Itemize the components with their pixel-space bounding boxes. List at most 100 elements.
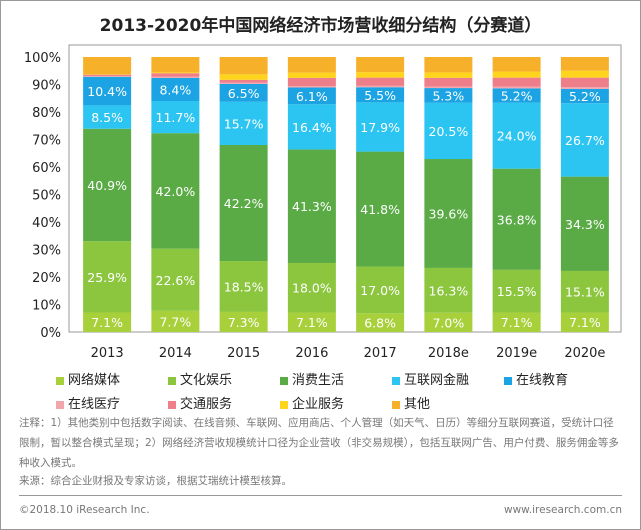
data-label: 25.9% <box>87 270 127 285</box>
notes: 注释：1）其他类别中包括数字阅读、在线音频、车联网、应用商店、个人管理（如天气、… <box>19 417 619 469</box>
bar-segment <box>219 83 268 102</box>
data-label: 20.5% <box>429 124 469 139</box>
data-label: 41.3% <box>292 199 332 214</box>
bar-segment <box>219 101 268 145</box>
bar-segment <box>83 241 132 313</box>
y-tick-label: 40% <box>32 216 61 231</box>
legend-swatch <box>168 376 176 385</box>
bar-segment <box>356 266 405 314</box>
data-label: 7.0% <box>432 315 464 330</box>
source: 来源：综合企业财报及专家访谈，根据艾瑞统计模型核算。 <box>19 475 292 487</box>
legend-label: 互联网金融 <box>404 373 470 388</box>
bar-segment <box>356 151 405 267</box>
x-tick-label: 2019e <box>496 346 537 361</box>
bar-segment <box>83 128 132 242</box>
legend-item: 其他 <box>392 393 504 417</box>
data-label: 10.4% <box>87 84 127 99</box>
y-tick-label: 70% <box>32 134 61 149</box>
bar-segment <box>492 312 541 332</box>
website: www.iresearch.com.cn <box>503 504 622 516</box>
bar-segment <box>151 77 200 101</box>
data-label: 42.2% <box>224 196 264 211</box>
data-label: 6.1% <box>296 89 328 104</box>
bar-segment <box>424 88 473 103</box>
data-label: 18.5% <box>224 279 264 294</box>
legend-label: 在线教育 <box>516 373 569 388</box>
data-label: 5.3% <box>432 88 464 103</box>
legend-label: 在线医疗 <box>68 397 121 412</box>
y-tick-label: 10% <box>32 299 61 314</box>
chart-title: 2013-2020年中国网络经济市场营收细分结构（分赛道） <box>99 16 542 36</box>
bar-segment <box>83 312 132 332</box>
stacked-bar-chart: 0% 10% 20% 30% 40% 50% 60% 70% 80% 90% 100% 7.1% 25.… <box>24 44 622 361</box>
data-label: 36.8% <box>497 212 537 227</box>
bar-segment <box>560 57 609 71</box>
y-tick-label: 80% <box>32 106 61 121</box>
data-label: 42.0% <box>156 184 196 199</box>
bar-segment <box>424 77 473 87</box>
data-label: 7.1% <box>91 315 123 330</box>
data-label: 8.4% <box>159 82 191 97</box>
bar-segment <box>287 86 336 88</box>
bar-segment <box>356 85 405 88</box>
x-tick-label: 2018e <box>428 346 469 361</box>
bar-segment <box>492 57 541 72</box>
data-label: 22.6% <box>156 273 196 288</box>
bar-segment <box>492 86 541 89</box>
legend-swatch <box>392 376 400 385</box>
bar-segment <box>356 77 405 86</box>
bar-segment <box>492 102 541 169</box>
bar-segment <box>219 261 268 312</box>
bar-segment <box>424 57 473 73</box>
legend-item: 交通服务 <box>168 393 280 417</box>
legend-item: 文化娱乐 <box>168 369 280 393</box>
data-label: 17.0% <box>360 283 400 298</box>
bar-segment <box>219 74 268 80</box>
bar-segment <box>151 76 200 78</box>
bar-segment <box>560 103 609 177</box>
bar-segment <box>287 149 336 263</box>
x-tick-label: 2020e <box>564 346 605 361</box>
data-label: 39.6% <box>429 206 469 221</box>
bar-segment <box>492 88 541 103</box>
bar-segment <box>151 248 200 311</box>
bar-segment <box>424 267 473 313</box>
bar-segment <box>219 145 268 262</box>
bar-segment <box>287 72 336 78</box>
data-label: 6.8% <box>364 316 396 331</box>
divider <box>19 495 622 496</box>
data-label: 11.7% <box>156 110 196 125</box>
legend-swatch <box>504 376 512 385</box>
bar-segment <box>219 311 268 332</box>
data-label: 16.3% <box>429 283 469 298</box>
y-tick-label: 100% <box>24 51 61 66</box>
bar-segment <box>151 72 200 74</box>
y-tick-label: 30% <box>32 244 61 259</box>
data-label: 5.5% <box>364 88 396 103</box>
bar-segment <box>219 57 268 75</box>
bar-segment <box>492 77 541 87</box>
plot-frame <box>68 44 622 333</box>
data-label: 7.1% <box>501 315 533 330</box>
bar-segment <box>151 73 200 77</box>
bar-segment <box>83 76 132 106</box>
bar-segment <box>560 70 609 78</box>
legend-item: 在线医疗 <box>56 393 168 417</box>
data-label: 15.1% <box>565 285 605 300</box>
bar-segment <box>424 312 473 332</box>
copyright: ©2018.10 iResearch Inc. <box>19 504 150 516</box>
legend-label: 交通服务 <box>180 397 233 412</box>
y-tick-label: 90% <box>32 79 61 94</box>
bar-segment <box>560 87 609 89</box>
bar-segment <box>492 168 541 270</box>
data-label: 24.0% <box>497 129 537 144</box>
bar-segment <box>560 88 609 104</box>
bar-segment <box>424 102 473 160</box>
bar-segment <box>560 270 609 313</box>
x-tick-label: 2015 <box>227 346 260 361</box>
data-label: 15.7% <box>224 116 264 131</box>
bar-segment <box>83 74 132 76</box>
bar-segment <box>287 312 336 332</box>
legend-item: 消费生活 <box>280 369 392 393</box>
